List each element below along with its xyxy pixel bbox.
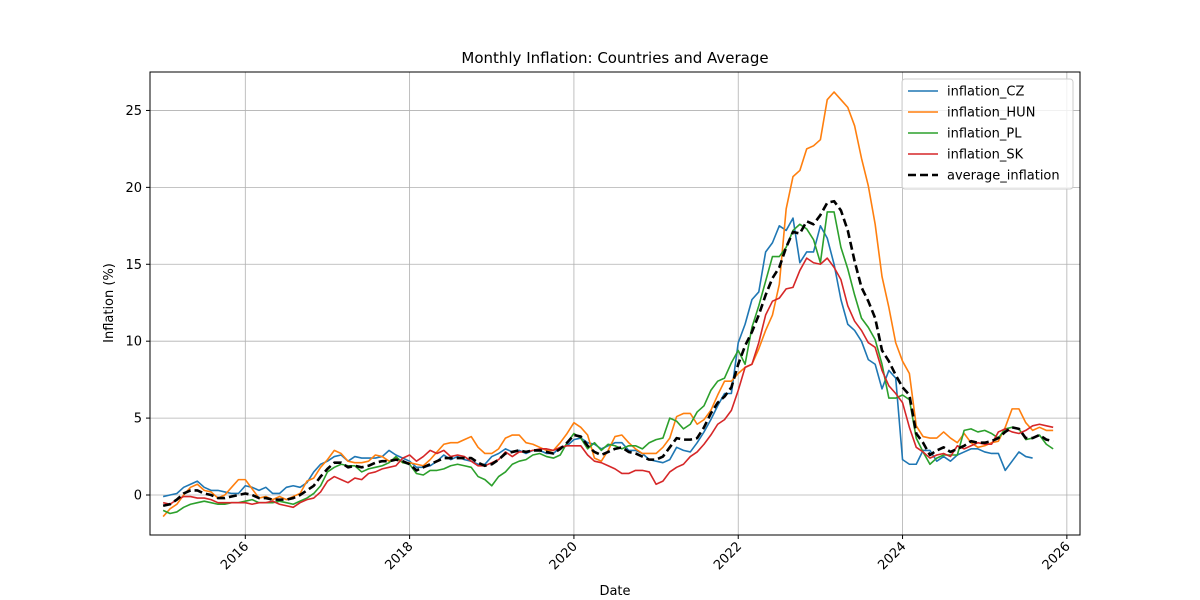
legend: inflation_CZ inflation_HUN inflation_PLinf… xyxy=(901,78,1074,190)
series-line-average-inflation xyxy=(162,199,1054,508)
y-tick-label: 5 xyxy=(134,412,142,427)
y-axis-ticks: 0 5 10 15 20 25 xyxy=(125,104,150,504)
y-tick-label: 25 xyxy=(125,104,142,119)
legend-label-inflation-CZ: inflation_CZ xyxy=(947,85,1024,100)
legend-label-inflation-PL: inflation_PL xyxy=(947,127,1022,142)
series-lines xyxy=(162,91,1054,518)
series-line-inflation-PL xyxy=(162,211,1054,515)
series-line-inflation-HUN xyxy=(162,91,1054,518)
legend-label-average-inflation: average_inflation xyxy=(947,169,1060,184)
x-axis-label: Date xyxy=(599,584,630,599)
legend-label-inflation-HUN: inflation_HUN xyxy=(947,106,1035,121)
legend-label-inflation-SK: inflation_SK xyxy=(947,148,1024,163)
y-tick-label: 10 xyxy=(125,335,142,350)
y-axis-label: Inflation (%) xyxy=(102,263,117,343)
y-tick-label: 0 xyxy=(134,489,142,504)
series-line-inflation-SK xyxy=(162,257,1054,509)
chart-title: Monthly Inflation: Countries and Average xyxy=(461,49,768,67)
y-tick-label: 15 xyxy=(125,258,142,273)
y-tick-label: 20 xyxy=(125,181,142,196)
plot-frame xyxy=(149,71,1081,536)
legend-box xyxy=(901,78,1074,190)
